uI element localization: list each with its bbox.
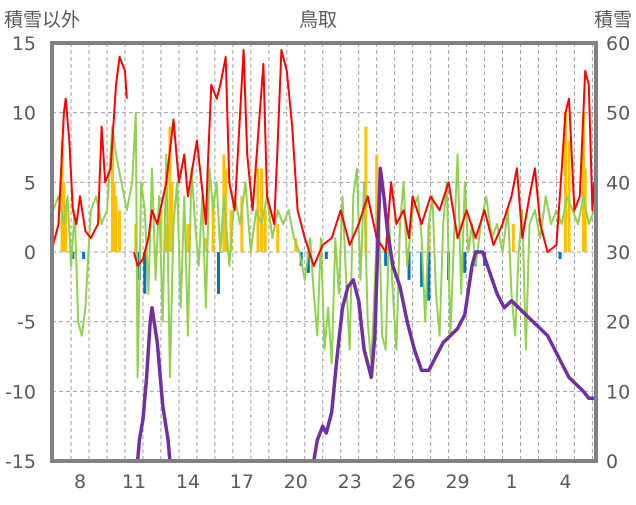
orange-bars-bar bbox=[364, 126, 368, 252]
x-tick-label: 17 bbox=[230, 471, 254, 493]
x-tick-label: 14 bbox=[176, 471, 200, 493]
blue-bars-bar bbox=[82, 252, 86, 259]
right-y-tick-label: 0 bbox=[606, 451, 618, 473]
right-y-tick-label: 60 bbox=[606, 33, 630, 55]
left-axis-label: 積雪以外 bbox=[4, 9, 80, 31]
blue-bars-bar bbox=[420, 252, 424, 287]
x-tick-label: 20 bbox=[284, 471, 308, 493]
orange-bars-bar bbox=[64, 210, 68, 252]
blue-bars-bar bbox=[216, 252, 220, 294]
right-y-tick-label: 50 bbox=[606, 103, 630, 125]
orange-bars-bar bbox=[112, 182, 116, 252]
x-ticks: 8 11 14 17 20 23 26 29 1 4 bbox=[74, 471, 571, 493]
left-y-tick-label: 10 bbox=[12, 103, 36, 125]
right-y-tick-label: 20 bbox=[606, 312, 630, 334]
orange-bars-bar bbox=[110, 126, 114, 252]
right-y-tick-label: 30 bbox=[606, 242, 630, 264]
blue-bars-bar bbox=[558, 252, 562, 259]
right-y-tick-label: 40 bbox=[606, 172, 630, 194]
orange-bars-bar bbox=[240, 196, 244, 252]
orange-bars-bar bbox=[211, 196, 215, 252]
x-tick-label: 1 bbox=[505, 471, 517, 493]
blue-bars-bar bbox=[143, 252, 147, 294]
x-tick-label: 4 bbox=[559, 471, 571, 493]
x-tick-label: 29 bbox=[445, 471, 469, 493]
orange-bars-bar bbox=[511, 224, 515, 252]
orange-bars-bar bbox=[263, 210, 267, 252]
blue-bars-bar bbox=[407, 252, 411, 280]
blue-bars-bar bbox=[324, 252, 328, 259]
orange-bars-bar bbox=[114, 196, 118, 252]
plot-frame bbox=[50, 41, 598, 463]
orange-bars-bar bbox=[276, 224, 280, 252]
orange-bars-bar bbox=[170, 182, 174, 252]
orange-bars-bar bbox=[567, 140, 571, 252]
blue-bars-bar bbox=[71, 252, 75, 259]
orange-bars-bar bbox=[375, 154, 379, 252]
orange-bars-bar bbox=[256, 168, 260, 252]
x-tick-label: 8 bbox=[74, 471, 86, 493]
left-y-tick-label: 5 bbox=[24, 172, 36, 194]
red-line bbox=[52, 49, 596, 267]
orange-bars-bar bbox=[260, 168, 264, 252]
blue-bars-bar bbox=[463, 252, 467, 273]
left-y-ticks: 15 10 5 0 -5 -10 -15 bbox=[5, 33, 36, 473]
right-y-tick-label: 10 bbox=[606, 381, 630, 403]
blue-bars-bar bbox=[427, 252, 431, 301]
x-tick-label: 11 bbox=[122, 471, 146, 493]
blue-bars-bar bbox=[306, 252, 310, 273]
orange-bars-bar bbox=[204, 238, 208, 252]
left-y-tick-label: -15 bbox=[5, 451, 36, 473]
green-line bbox=[52, 111, 596, 379]
orange-bars-bar bbox=[168, 126, 172, 252]
left-y-tick-label: 15 bbox=[12, 33, 36, 55]
x-tick-label: 23 bbox=[338, 471, 362, 493]
orange-bars-bar bbox=[118, 210, 122, 252]
left-y-tick-label: -10 bbox=[5, 381, 36, 403]
snow-depth bbox=[52, 166, 595, 463]
orange-bars-bar bbox=[563, 112, 567, 253]
orange-bars-bar bbox=[581, 112, 585, 253]
blue-bars-bar bbox=[384, 252, 388, 266]
orange-bars-bar bbox=[186, 224, 190, 252]
right-y-ticks: 60 50 40 30 20 10 0 bbox=[606, 33, 630, 473]
orange-bars-bar bbox=[60, 140, 64, 252]
chart-title: 鳥取 bbox=[299, 9, 337, 31]
left-y-tick-label: -5 bbox=[17, 312, 36, 334]
x-tick-label: 26 bbox=[392, 471, 416, 493]
left-y-tick-label: 0 bbox=[24, 242, 36, 264]
right-axis-label: 積雪 bbox=[594, 9, 632, 31]
series-lines bbox=[52, 49, 596, 463]
orange-bars-bar bbox=[164, 224, 168, 252]
